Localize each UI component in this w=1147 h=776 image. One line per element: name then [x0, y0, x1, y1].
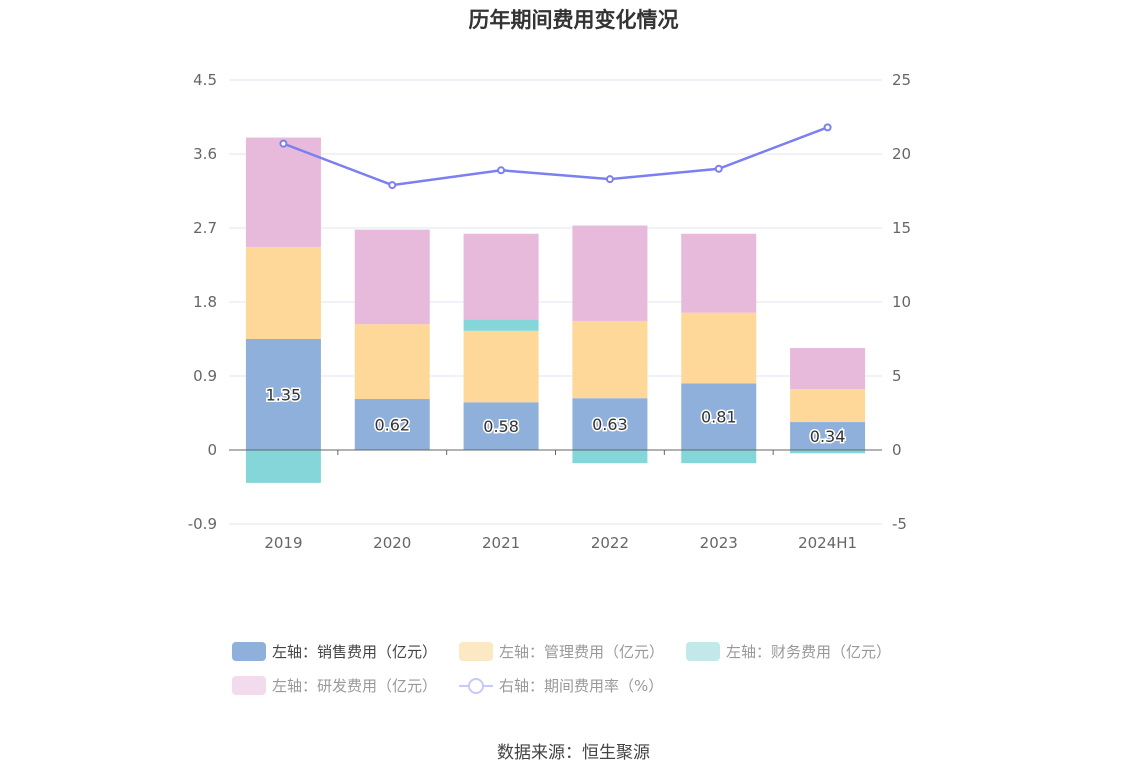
bar-rnd	[572, 225, 648, 321]
bar-sales	[245, 339, 321, 450]
bar-finance	[790, 450, 866, 454]
bar-rnd	[681, 233, 757, 313]
point-rate	[605, 175, 614, 184]
x-tick-label: 2023	[700, 534, 738, 552]
bar-admin	[572, 320, 648, 399]
right-tick-label: 15	[892, 219, 911, 237]
left-tick-label: 2.7	[193, 219, 217, 237]
right-tick-label: 25	[892, 71, 911, 89]
left-tick-label: -0.9	[188, 515, 217, 533]
chart-legend: 左轴：销售费用（亿元） 左轴：管理费用（亿元） 左轴：财务费用（亿元） 左轴：研…	[232, 639, 932, 707]
data-label-sales: 0.34	[810, 427, 846, 446]
point-rate	[388, 181, 397, 190]
line-rate	[282, 126, 829, 187]
point-rate	[714, 164, 723, 173]
legend-swatch-admin	[459, 641, 494, 661]
left-tick-label: 0	[207, 441, 217, 459]
legend-swatch-rate	[459, 676, 494, 695]
x-tick-label: 2022	[591, 534, 629, 552]
bar-admin	[463, 330, 539, 403]
bar-finance	[681, 450, 757, 464]
left-tick-label: 4.5	[193, 71, 217, 89]
right-tick-label: 5	[892, 367, 902, 385]
bar-rnd	[354, 229, 430, 325]
bar-sales	[572, 398, 648, 450]
point-rate	[497, 166, 506, 175]
bar-sales	[354, 399, 430, 450]
bar-sales	[463, 402, 539, 450]
legend-item-admin[interactable]: 左轴：管理费用（亿元）	[459, 641, 664, 662]
legend-item-sales[interactable]: 左轴：销售费用（亿元）	[232, 641, 437, 662]
data-label-sales: 0.58	[483, 417, 519, 436]
bar-finance	[572, 450, 648, 464]
legend-swatch-sales	[232, 641, 266, 661]
data-source: 数据来源：恒生聚源	[497, 743, 650, 763]
bar-rnd	[245, 137, 321, 247]
left-tick-label: 1.8	[193, 293, 217, 311]
legend-label-rnd: 左轴：研发费用（亿元）	[272, 676, 438, 695]
point-rate	[279, 139, 288, 148]
legend-row-1: 左轴：销售费用（亿元） 左轴：管理费用（亿元） 左轴：财务费用（亿元）	[232, 639, 932, 663]
data-label-sales: 0.63	[592, 415, 628, 434]
legend-swatch-finance	[686, 641, 721, 661]
right-tick-label: 0	[892, 441, 902, 459]
x-tick-label: 2019	[264, 534, 302, 552]
legend-item-finance[interactable]: 左轴：财务费用（亿元）	[686, 641, 891, 662]
chart-title: 历年期间费用变化情况	[468, 8, 679, 32]
legend-item-rnd[interactable]: 左轴：研发费用（亿元）	[232, 675, 437, 696]
bar-admin	[245, 246, 321, 339]
legend-label-sales: 左轴：销售费用（亿元）	[272, 642, 438, 661]
bar-rnd	[463, 233, 539, 320]
legend-label-rate: 右轴：期间费用率（%）	[499, 676, 664, 695]
data-label-sales: 1.35	[266, 386, 302, 405]
legend-swatch-rnd	[232, 675, 266, 695]
legend-row-2: 左轴：研发费用（亿元） 右轴：期间费用率（%）	[232, 673, 932, 697]
bar-rnd	[790, 348, 866, 390]
data-label-sales: 0.81	[701, 408, 737, 427]
bar-admin	[681, 312, 757, 384]
left-tick-label: 0.9	[193, 367, 217, 385]
legend-label-admin: 左轴：管理费用（亿元）	[499, 642, 665, 661]
data-label-sales: 0.62	[374, 416, 410, 435]
bar-finance	[245, 450, 321, 483]
right-tick-label: 20	[892, 145, 911, 163]
bar-admin	[790, 389, 866, 423]
left-tick-label: 3.6	[193, 145, 217, 163]
x-tick-label: 2021	[482, 534, 520, 552]
bar-sales	[681, 383, 757, 450]
right-tick-label: -5	[892, 515, 907, 533]
legend-label-finance: 左轴：财务费用（亿元）	[726, 642, 892, 661]
x-tick-label: 2024H1	[798, 534, 857, 552]
bar-finance	[463, 319, 539, 331]
legend-item-rate[interactable]: 右轴：期间费用率（%）	[459, 675, 663, 696]
x-tick-label: 2020	[373, 534, 411, 552]
bar-sales	[790, 422, 866, 450]
right-tick-label: 10	[892, 293, 911, 311]
point-rate	[823, 123, 832, 132]
chart-canvas: 4.5 3.6 2.7 1.8 0.9 0 -0.9 25 20 15 10 5 0 -5 2019 2020…	[188, 71, 911, 552]
bar-admin	[354, 324, 430, 400]
